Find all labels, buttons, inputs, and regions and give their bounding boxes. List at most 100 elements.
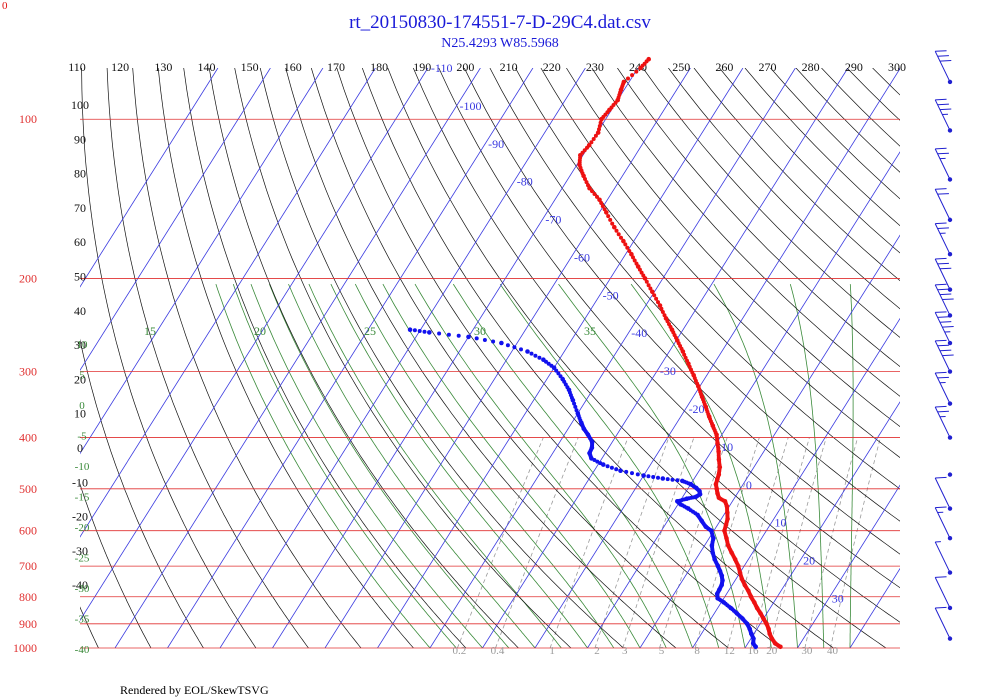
wind-barb <box>934 50 953 85</box>
isotherms <box>80 68 900 648</box>
wind-barb-flag <box>939 293 952 296</box>
temperature-point <box>599 201 604 205</box>
temperature-point <box>616 232 621 237</box>
wind-barb-flag <box>937 103 949 106</box>
temperature-point <box>630 73 635 78</box>
mixing-ratio-line <box>457 437 544 648</box>
isotherm-label: 20 <box>803 554 815 568</box>
theta-left-label: 0 <box>77 441 83 455</box>
wind-barb <box>934 576 953 611</box>
dewpoint-point <box>618 468 623 474</box>
wind-barb-flag <box>937 227 949 230</box>
wind-barb-shaft <box>934 607 951 639</box>
dewpoint-point <box>635 472 640 477</box>
dry-adiabat-line <box>897 68 900 71</box>
pressure-label: 300 <box>19 365 37 379</box>
moist-adiabat-line <box>215 283 431 648</box>
dry-adiabat-line <box>719 68 900 254</box>
theta-top-label: 200 <box>456 60 474 74</box>
theta-top-label: 250 <box>672 60 690 74</box>
temperature-point <box>639 270 644 275</box>
dry-adiabat-line <box>80 338 204 648</box>
moist-left-label: -15 <box>75 492 90 504</box>
theta-top-label: 240 <box>629 60 647 74</box>
isotherm-line <box>219 68 586 648</box>
isotherm-label: -50 <box>603 288 619 302</box>
pressure-label: 900 <box>19 617 37 631</box>
wind-barb-flag <box>937 288 949 291</box>
temperature-point <box>685 358 689 363</box>
wind-barb-flag <box>937 376 949 379</box>
temperature-point <box>629 251 634 257</box>
pressure-label: 500 <box>19 482 37 496</box>
moist-adiabat-line <box>789 283 825 648</box>
wind-barb-flag <box>935 506 947 509</box>
pressure-label: 100 <box>19 112 37 126</box>
theta-top-label: 260 <box>715 60 733 74</box>
dry-adiabat-line <box>361 68 834 648</box>
dewpoint-point <box>519 347 523 352</box>
temperature-point <box>584 180 589 185</box>
wind-barb <box>934 606 953 641</box>
wind-barb <box>934 339 954 374</box>
dewpoint-point <box>665 477 670 482</box>
mixing-ratio-label: 16 <box>748 645 760 657</box>
dewpoint-point <box>505 343 510 348</box>
theta-left-label: -10 <box>72 475 88 489</box>
moist-adiabat-line <box>382 283 641 648</box>
dewpoint-point <box>573 404 578 409</box>
moist-adiabat-line <box>414 283 667 648</box>
theta-left-label: 10 <box>74 407 86 421</box>
corner-label: 0 <box>2 0 8 12</box>
moist-left-label: -10 <box>75 461 90 473</box>
dewpoint-point <box>474 336 479 341</box>
wind-barb-flag <box>937 316 949 318</box>
wind-barb-flag <box>939 60 952 62</box>
footer-credit: Rendered by EOL/SkewTSVG <box>120 683 269 697</box>
mixing-ratio-label: 5 <box>659 645 665 657</box>
dewpoint-point <box>646 474 651 479</box>
isotherm-line <box>429 68 796 648</box>
wind-barb-flag <box>939 108 952 111</box>
isotherm-line <box>744 401 900 648</box>
dry-adiabat-line <box>463 68 900 555</box>
wind-barb <box>934 257 953 292</box>
mixing-ratio-label: 20 <box>766 645 778 657</box>
theta-left-label: -30 <box>72 544 88 558</box>
temperature-point <box>650 289 655 295</box>
isotherm-label: -110 <box>431 61 453 75</box>
dry-adiabats <box>80 68 1000 648</box>
dry-adiabat-line <box>949 68 1000 648</box>
dry-adiabat-line <box>846 68 900 121</box>
dry-adiabat-line <box>80 483 152 648</box>
theta-top-label: 150 <box>241 60 259 74</box>
temperature-point <box>659 306 664 311</box>
dewpoint-point <box>680 478 685 484</box>
dewpoint-point <box>412 328 417 333</box>
temperature-point <box>595 194 599 199</box>
wind-barb <box>934 506 953 541</box>
temperature-point <box>654 296 659 301</box>
dry-adiabat-line <box>234 68 572 648</box>
isotherm-label: 10 <box>774 516 786 530</box>
isotherm-line <box>80 68 219 288</box>
pressure-label: 1000 <box>13 641 37 655</box>
isotherm-line <box>80 68 324 455</box>
dry-adiabat-line <box>285 68 677 648</box>
temperature-point <box>589 140 594 145</box>
dewpoint-point <box>558 374 563 379</box>
theta-top-label: 160 <box>284 60 302 74</box>
dewpoint-point <box>675 478 680 483</box>
wind-barb-flag <box>935 311 947 313</box>
dry-adiabat-line <box>744 68 900 227</box>
temperature-point <box>597 197 602 203</box>
theta-top-label: 180 <box>370 60 388 74</box>
dry-adiabat-line <box>515 68 900 490</box>
dry-adiabat-line <box>80 606 99 648</box>
temperature-point <box>593 133 598 138</box>
isotherm-label: -70 <box>545 213 561 227</box>
isotherm-line <box>80 68 429 621</box>
wind-barb-flag <box>942 298 954 301</box>
dewpoint-point <box>427 330 432 335</box>
theta-top-label: 210 <box>500 60 518 74</box>
